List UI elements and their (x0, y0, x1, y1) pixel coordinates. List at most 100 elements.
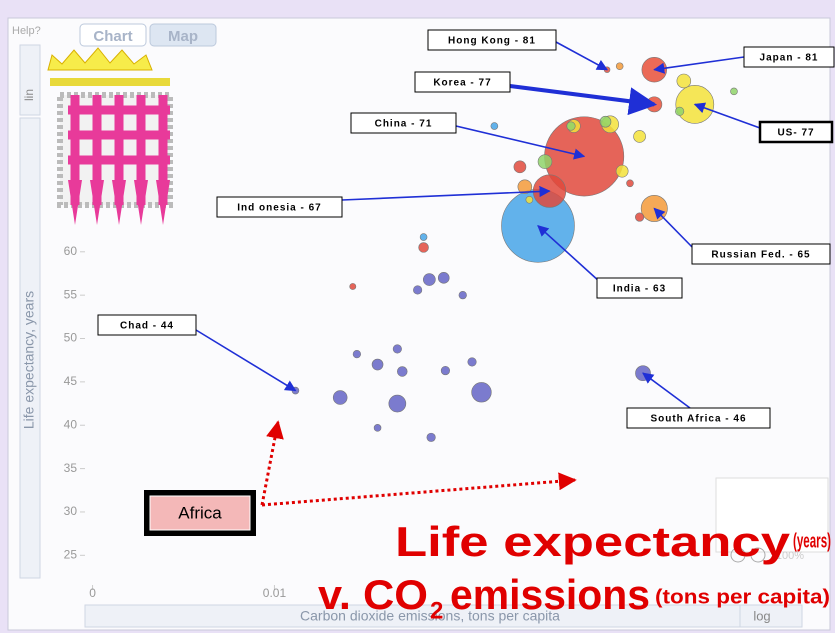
y-tick-label: 40 (64, 417, 78, 431)
bubble (626, 179, 634, 188)
annotation-label: Korea - 77 (433, 78, 491, 89)
bubble (615, 62, 624, 70)
annotation-arrow (537, 225, 601, 283)
annotation-label: Russian Fed. - 65 (711, 250, 810, 261)
y-tick-label: 25 (64, 547, 78, 561)
annotation-box (691, 243, 831, 265)
title-subscript: 2 (430, 597, 443, 624)
y-scale-lin[interactable]: lin (22, 89, 36, 101)
annotation-box (427, 29, 557, 51)
zoom-in[interactable] (730, 547, 746, 563)
x-scale-log[interactable]: log (753, 608, 770, 623)
bubble (633, 130, 646, 143)
y-tick-label: 55 (64, 287, 78, 301)
bubble (458, 291, 467, 300)
annotation-arrow (693, 102, 761, 129)
annotation-arrow (455, 125, 586, 160)
bubble (525, 195, 534, 204)
annotation-box (216, 196, 343, 218)
arrow (260, 420, 284, 506)
portcullis-logo (47, 47, 173, 225)
annotation-arrow (509, 84, 658, 116)
y-tick-label: 30 (64, 504, 78, 518)
y-axis-label: Life expectancy, years (21, 291, 37, 429)
bubble (490, 122, 499, 130)
tab[interactable] (149, 23, 217, 47)
zoom-level: 100% (776, 550, 804, 562)
bubble (437, 272, 450, 284)
x-axis-label: Carbon dioxide emissions, tons per capit… (300, 608, 560, 624)
bubble (332, 390, 348, 405)
tab[interactable] (79, 23, 147, 47)
annotation-arrow (642, 372, 691, 409)
bubble (440, 366, 450, 376)
x-tick-label: 0 (89, 586, 96, 600)
y-tick-label: 60 (64, 244, 78, 258)
bubble (517, 179, 533, 195)
title-emissions: emissions (450, 571, 650, 618)
tab-map[interactable]: Map (168, 28, 198, 45)
zoom-out[interactable] (750, 547, 766, 563)
title-units: (years) (793, 530, 831, 552)
annotation-arrow (555, 41, 609, 71)
tab-chart[interactable]: Chart (93, 28, 132, 45)
annotation-box (414, 71, 511, 93)
africa-label: Africa (178, 503, 222, 522)
annotation-arrow (341, 185, 551, 201)
africa-box (149, 495, 251, 531)
bubble (730, 87, 738, 96)
annotation-label: US- 77 (777, 128, 814, 139)
bubble (676, 73, 692, 89)
bubble (675, 106, 685, 116)
annotation-arrow (195, 329, 297, 392)
annotation-box (758, 120, 834, 144)
y-tick-label: 50 (64, 331, 78, 345)
annotation-label: Japan - 81 (760, 53, 819, 64)
bubble (413, 285, 423, 295)
annotation-box (626, 407, 771, 429)
y-scale-control[interactable] (19, 44, 41, 116)
bubble (349, 283, 357, 290)
bubble (635, 212, 645, 222)
annotation-arrow (653, 56, 745, 74)
annotation-arrow (653, 207, 696, 251)
annotation-box (350, 112, 457, 134)
annotation-box (596, 277, 683, 299)
bubble (371, 358, 384, 371)
title-vs: v. CO (318, 571, 428, 618)
annotation-label: India - 63 (613, 284, 666, 295)
bubble (537, 154, 553, 169)
bubble (419, 233, 428, 241)
y-axis-selector[interactable] (19, 117, 41, 579)
bubble (615, 164, 629, 178)
bubble (426, 432, 436, 442)
x-tick-label: 0.01 (263, 586, 287, 600)
bubble (397, 366, 408, 377)
annotation-label: Hong Kong - 81 (448, 36, 536, 47)
annotation-label: South Africa - 46 (650, 414, 746, 425)
bubble (418, 242, 429, 253)
annotation-label: China - 71 (375, 119, 433, 130)
annotation-label: Chad - 44 (120, 321, 174, 332)
bubble (388, 394, 407, 413)
x-scale-control[interactable] (739, 604, 803, 628)
bubble (599, 115, 612, 128)
bubble (467, 357, 477, 367)
title-emission-units: (tons per capita) (655, 586, 830, 608)
bubble (513, 160, 527, 174)
arrow (261, 472, 577, 507)
y-tick-label: 35 (64, 461, 78, 475)
bubble (352, 350, 361, 359)
title-main: Life expectancy (395, 518, 791, 565)
plot-area (291, 56, 738, 442)
bubble (471, 382, 492, 403)
bubble (423, 273, 436, 286)
y-tick-label: 45 (64, 374, 78, 388)
annotation-box (97, 314, 197, 336)
bubble (392, 344, 402, 354)
annotation-label: Ind onesia - 67 (237, 203, 321, 214)
help-link[interactable]: Help? (12, 25, 41, 37)
zoom-control: 100% (715, 477, 829, 563)
bubble (566, 121, 576, 131)
